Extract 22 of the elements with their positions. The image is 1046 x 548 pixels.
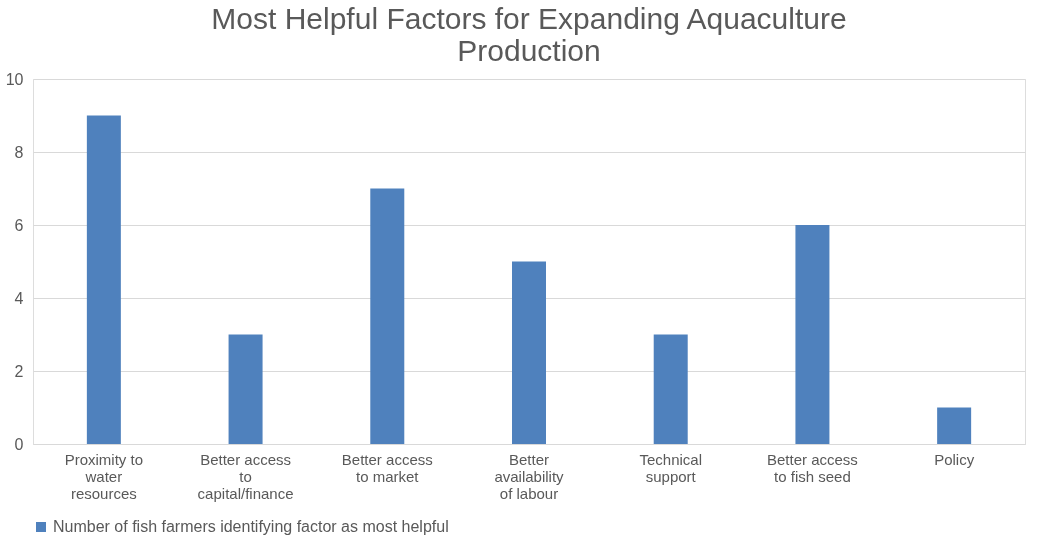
x-tick-label: Technical support (639, 450, 702, 485)
x-tick-label: Better access to fish seed (766, 450, 858, 485)
bar (795, 225, 830, 444)
bar (653, 334, 688, 444)
y-tick-label: 2 (14, 362, 24, 380)
y-tick-label: 6 (14, 216, 24, 234)
bar (937, 407, 972, 444)
x-tick-label: Proximity to water resources (64, 450, 144, 502)
y-tick-label: 0 (14, 435, 24, 453)
x-tick-label: Policy (934, 450, 975, 468)
bar (370, 188, 405, 444)
bar (86, 115, 121, 444)
legend-label: Number of fish farmers identifying factor as most helpful (53, 518, 449, 535)
bar (512, 261, 546, 444)
y-tick-label: 10 (5, 70, 24, 88)
bar (228, 334, 263, 444)
x-tick-label: Better access to capital/finance (197, 450, 294, 502)
y-tick-label: 8 (14, 143, 24, 161)
y-tick-label: 4 (14, 289, 24, 307)
chart-title: Most Helpful Factors for Expanding Aquaculture Production (211, 2, 847, 67)
x-tick-label: Better access to market (341, 450, 433, 485)
x-tick-label: Better availability of labour (494, 450, 565, 502)
